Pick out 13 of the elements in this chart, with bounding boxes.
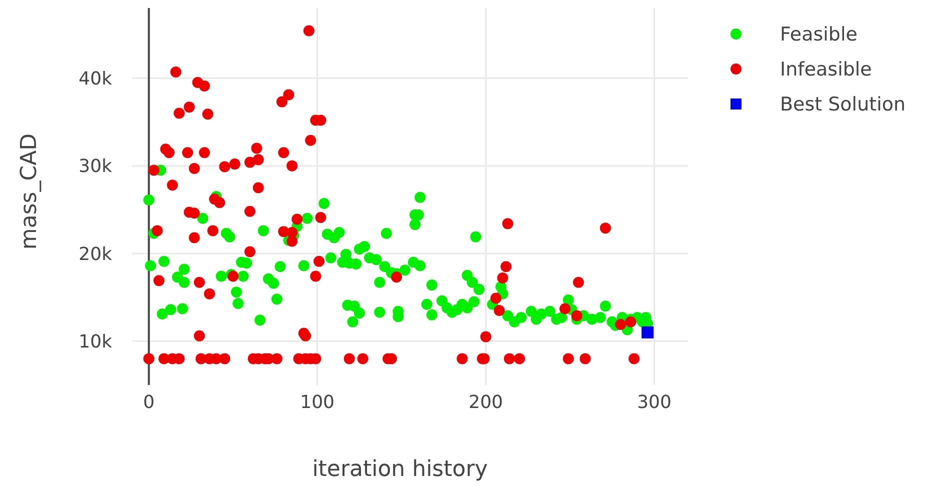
x-tick-label: 200 xyxy=(468,392,503,413)
y-tick-label: 20k xyxy=(78,244,113,265)
y-tick-label: 10k xyxy=(78,331,113,352)
legend-label: Feasible xyxy=(780,24,858,46)
legend-label: Infeasible xyxy=(780,58,872,81)
y-tick-label: 40k xyxy=(78,68,113,90)
legend-label: Best Solution xyxy=(780,94,906,116)
y-tick-label: 30k xyxy=(78,156,113,178)
x-tick-label: 300 xyxy=(637,392,672,413)
x-axis-title: iteration history xyxy=(312,457,488,482)
y-axis-title: mass_CAD xyxy=(17,133,42,250)
x-tick-label: 100 xyxy=(300,392,335,413)
x-tick-label: 0 xyxy=(143,392,155,413)
